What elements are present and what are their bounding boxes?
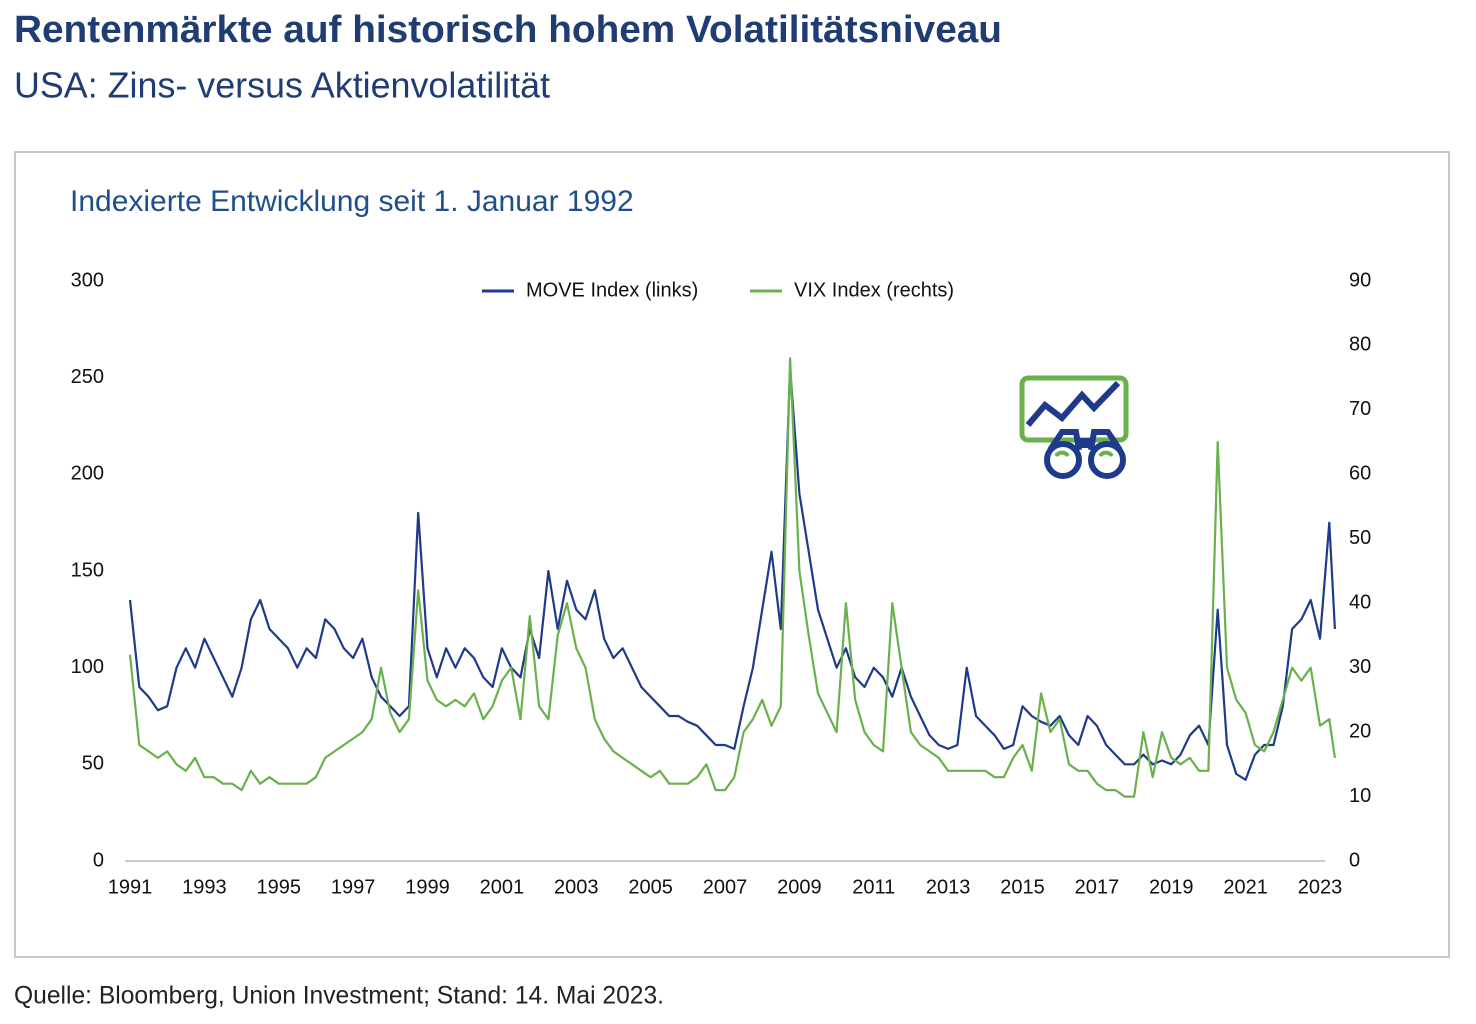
y2-tick-label: 90 <box>1349 269 1371 291</box>
page-title: Rentenmärkte auf historisch hohem Volati… <box>14 9 1002 51</box>
chart-frame <box>14 151 1450 958</box>
y2-tick-label: 0 <box>1349 849 1360 871</box>
icon <box>1019 375 1129 479</box>
y2-tick-label: 50 <box>1349 527 1371 549</box>
x-tick-label: 1999 <box>405 876 450 898</box>
series-line <box>128 366 1336 781</box>
legend-label: MOVE Index (links) <box>526 279 698 301</box>
x-tick-label: 2021 <box>1223 876 1268 898</box>
y-tick-label: 300 <box>71 269 104 291</box>
y-tick-label: 250 <box>71 366 104 388</box>
x-tick-label: 2017 <box>1075 876 1120 898</box>
y-tick-label: 200 <box>71 463 104 485</box>
x-tick-label: 2007 <box>703 876 748 898</box>
x-tick-label: 2009 <box>777 876 822 898</box>
y2-tick-label: 40 <box>1349 592 1371 614</box>
y2-tick-label: 20 <box>1349 720 1371 742</box>
page-subtitle: USA: Zins- versus Aktienvolatilität <box>14 65 550 106</box>
legend-label: VIX Index (rechts) <box>794 279 954 301</box>
x-tick-label: 2013 <box>926 876 971 898</box>
x-tick-label: 2019 <box>1149 876 1194 898</box>
y-tick-label: 0 <box>93 849 104 871</box>
x-tick-label: 1993 <box>182 876 227 898</box>
y-tick-label: 150 <box>71 559 104 581</box>
x-tick-label: 1997 <box>331 876 376 898</box>
source: Quelle: Bloomberg, Union Investment; Sta… <box>14 982 664 1010</box>
x-tick-label: 2015 <box>1000 876 1045 898</box>
y2-tick-label: 30 <box>1349 656 1371 678</box>
x-tick-label: 1991 <box>108 876 153 898</box>
x-tick-label: 1995 <box>257 876 302 898</box>
y2-tick-label: 60 <box>1349 463 1371 485</box>
y-tick-label: 100 <box>71 656 104 678</box>
y2-tick-label: 70 <box>1349 398 1371 420</box>
series-line <box>128 357 1336 798</box>
x-tick-label: 2023 <box>1298 876 1343 898</box>
x-tick-label: 2003 <box>554 876 599 898</box>
x-tick-label: 2001 <box>480 876 525 898</box>
y2-tick-label: 80 <box>1349 334 1371 356</box>
y2-tick-label: 10 <box>1349 785 1371 807</box>
y-tick-label: 50 <box>82 753 104 775</box>
x-tick-label: 2011 <box>852 876 895 898</box>
chart-title: Indexierte Entwicklung seit 1. Januar 19… <box>70 185 634 218</box>
x-tick-label: 2005 <box>628 876 673 898</box>
